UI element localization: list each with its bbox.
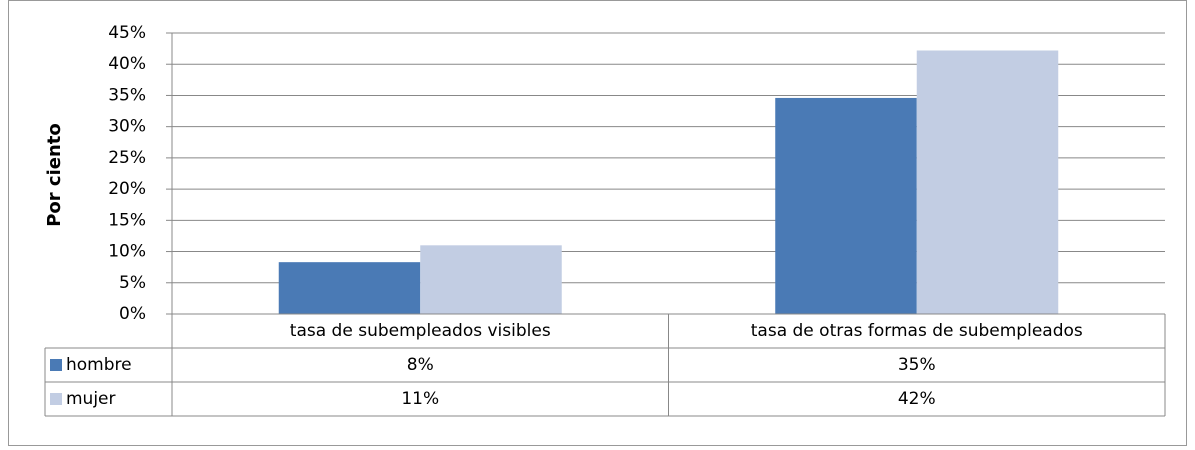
y-tick-label: 30% [108,117,146,137]
table-value: 11% [401,389,439,409]
table-value: 42% [898,389,936,409]
x-tick-label: tasa de subempleados visibles [290,321,551,341]
y-tick-label: 10% [108,242,146,262]
y-tick-label: 35% [108,85,146,105]
legend-swatch [50,359,62,371]
table-value: 35% [898,355,936,375]
x-tick-label: tasa de otras formas de subempleados [751,321,1083,341]
y-tick-label: 40% [108,54,146,74]
bar [775,97,917,314]
y-tick-label: 45% [108,23,146,43]
legend-swatch [50,393,62,405]
table-value: 8% [407,355,434,375]
y-tick-label: 5% [119,273,146,293]
y-tick-label: 0% [119,304,146,324]
y-tick-label: 25% [108,148,146,168]
y-axis-title: Por ciento [44,123,65,227]
bar [278,262,421,314]
y-tick-label: 20% [108,179,146,199]
bar [916,50,1059,315]
bar [420,245,562,314]
legend-label: hombre [66,355,132,375]
y-tick-label: 15% [108,210,146,230]
legend-label: mujer [66,389,116,409]
